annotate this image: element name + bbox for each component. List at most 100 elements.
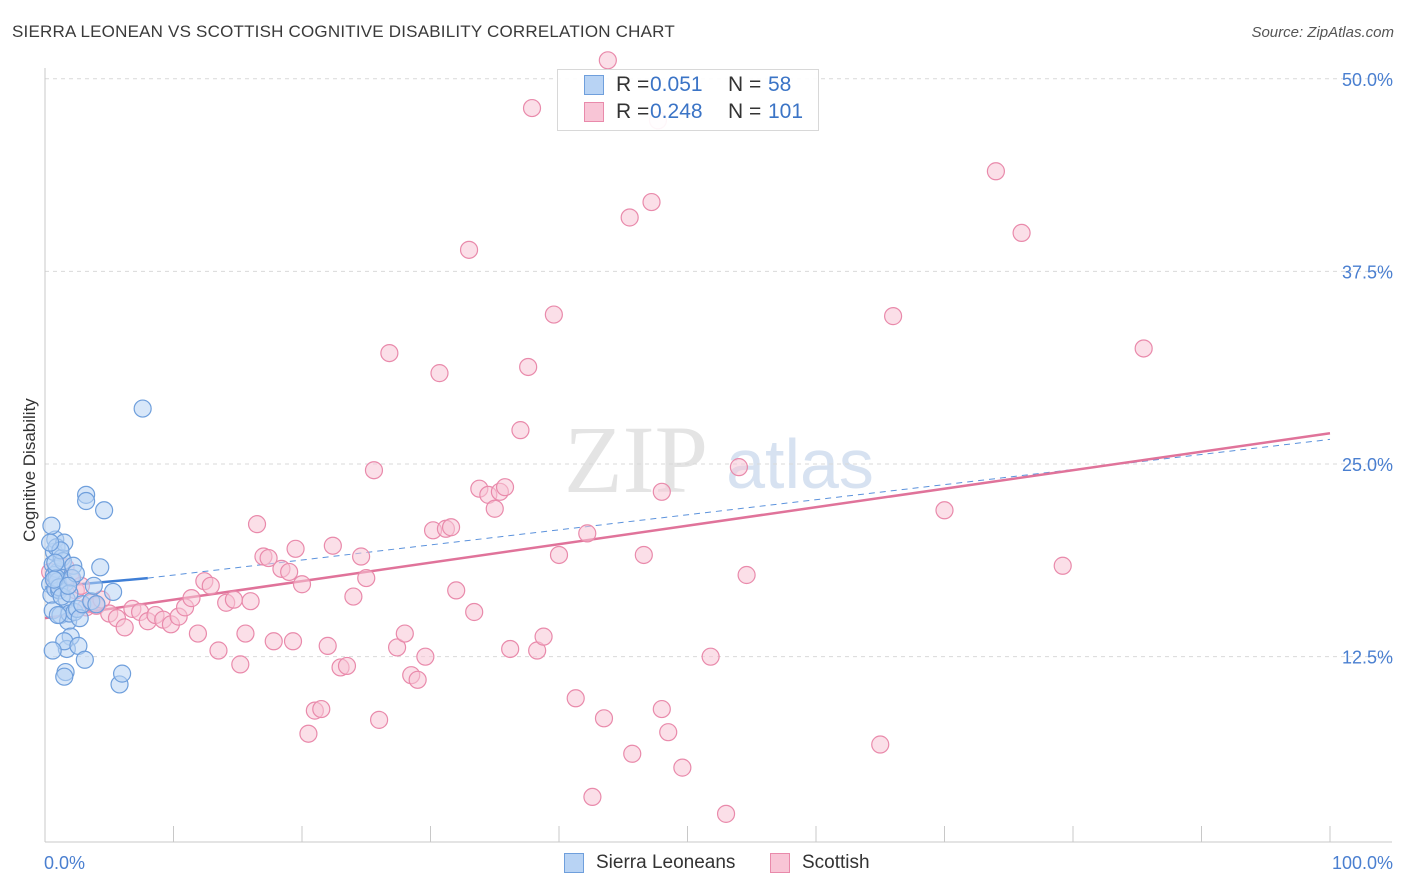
- scottish-point: [598, 51, 617, 70]
- scottish-point: [259, 548, 278, 568]
- tick-labels: 12.5% 25.0% 37.5% 50.0% 0.0% 100.0%: [44, 70, 1393, 873]
- sierra-leonean-point: [43, 641, 62, 660]
- scottish-point: [312, 699, 331, 719]
- scottish-point: [283, 632, 303, 651]
- scottish-point: [364, 461, 384, 480]
- scottish-point: [871, 735, 890, 754]
- scottish-point: [544, 305, 563, 324]
- stats-legend: R = 0.051 N = 58 R = 0.248 N = 101: [557, 69, 819, 131]
- scottish-point: [519, 357, 538, 377]
- scottish-point: [201, 576, 220, 595]
- scottish-point: [642, 192, 661, 212]
- scottish-point: [416, 647, 435, 666]
- scottish-point: [337, 656, 357, 676]
- scottish-point: [441, 518, 461, 537]
- scottish-point: [370, 710, 389, 729]
- scottish-point: [465, 602, 484, 622]
- scottish-point: [594, 709, 614, 728]
- legend-n-label: N =: [728, 73, 762, 96]
- sierra-leonean-point: [75, 650, 94, 669]
- scottish-point: [264, 632, 283, 651]
- legend-row-scottish: R = 0.248 N = 101: [558, 100, 818, 126]
- scottish-point: [280, 562, 299, 582]
- scottish-point: [188, 624, 208, 643]
- scottish-point: [115, 618, 134, 637]
- scottish-point: [634, 545, 653, 565]
- legend-r-value: 0.248: [650, 100, 703, 123]
- sierra-leonean-point: [95, 501, 114, 520]
- y-tick-label: 37.5%: [1342, 262, 1393, 282]
- axes: [44, 68, 1392, 843]
- sierra-leonean-point: [41, 533, 60, 552]
- scottish-point: [344, 587, 363, 606]
- scottish-point: [323, 536, 342, 555]
- legend-label-scottish: Scottish: [802, 852, 870, 873]
- sierra-leonean-point: [77, 491, 96, 511]
- scottish-point: [578, 524, 597, 543]
- scottish-point: [241, 592, 260, 611]
- chart-title: SIERRA LEONEAN VS SCOTTISH COGNITIVE DIS…: [12, 22, 675, 41]
- sierra-leonean-point: [59, 576, 78, 595]
- y-tick-label: 12.5%: [1342, 648, 1393, 668]
- scottish-point: [318, 636, 337, 655]
- scottish-point: [299, 724, 318, 743]
- scottish-point: [1053, 556, 1072, 575]
- sierra-leonean-point: [133, 399, 152, 418]
- y-axis-label-wrap: Cognitive Disability: [18, 300, 42, 640]
- watermark-zip: ZIP: [564, 406, 708, 513]
- scottish-point: [729, 458, 749, 477]
- x-tick-label-max: 100.0%: [1332, 853, 1393, 873]
- legend-swatch-pink: [584, 102, 604, 122]
- source-label: Source: ZipAtlas.com: [1251, 24, 1394, 41]
- legend-swatch-blue: [584, 75, 604, 95]
- scottish-point: [652, 482, 671, 501]
- legend-swatch-pink: [770, 853, 790, 873]
- scottish-point: [357, 568, 376, 588]
- legend-row-sierra-leoneans: R = 0.051 N = 58: [558, 73, 818, 99]
- scottish-point: [1134, 339, 1153, 358]
- legend-r-label: R =: [616, 100, 650, 123]
- sierra-leonean-point: [48, 605, 67, 625]
- sierra-leonean-point: [84, 576, 103, 595]
- scottish-point: [495, 478, 515, 497]
- pink-trend-line: [44, 431, 1331, 620]
- scottish-point: [447, 581, 466, 600]
- scottish-point: [286, 539, 305, 558]
- scottish-point: [292, 575, 312, 594]
- scottish-point: [522, 98, 542, 118]
- y-tick-label: 50.0%: [1342, 70, 1393, 90]
- scottish-point: [701, 647, 720, 666]
- scottish-point: [716, 804, 736, 823]
- scottish-point: [673, 758, 692, 777]
- legend-n-value: 58: [768, 73, 792, 96]
- scottish-point: [247, 515, 267, 534]
- sierra-leonean-point: [55, 667, 74, 686]
- scottish-point: [986, 162, 1006, 181]
- scottish-point: [231, 655, 250, 674]
- legend-r-value: 0.051: [650, 73, 703, 96]
- legend-swatch-blue: [564, 853, 584, 873]
- scottish-point: [352, 547, 371, 566]
- y-tick-label: 25.0%: [1342, 455, 1393, 475]
- scottish-point: [408, 670, 427, 689]
- data-points: [41, 51, 1153, 823]
- y-axis-label: Cognitive Disability: [20, 398, 39, 542]
- sierra-leonean-point: [42, 516, 61, 535]
- x-tick-label-min: 0.0%: [44, 853, 85, 873]
- sierra-leonean-point: [112, 664, 132, 683]
- scottish-point: [501, 639, 520, 659]
- scottish-point: [737, 565, 756, 585]
- scottish-point: [395, 624, 414, 643]
- scottish-point: [459, 240, 479, 259]
- legend-n-label: N =: [728, 100, 762, 123]
- scottish-point: [236, 624, 255, 643]
- scottish-point: [659, 723, 678, 742]
- scottish-point: [566, 689, 585, 708]
- scottish-point: [935, 501, 954, 520]
- sierra-leonean-point: [87, 595, 106, 614]
- scottish-point: [380, 343, 399, 363]
- sierra-leonean-point: [91, 558, 110, 577]
- scottish-point: [387, 638, 407, 657]
- scottish-point: [511, 421, 530, 440]
